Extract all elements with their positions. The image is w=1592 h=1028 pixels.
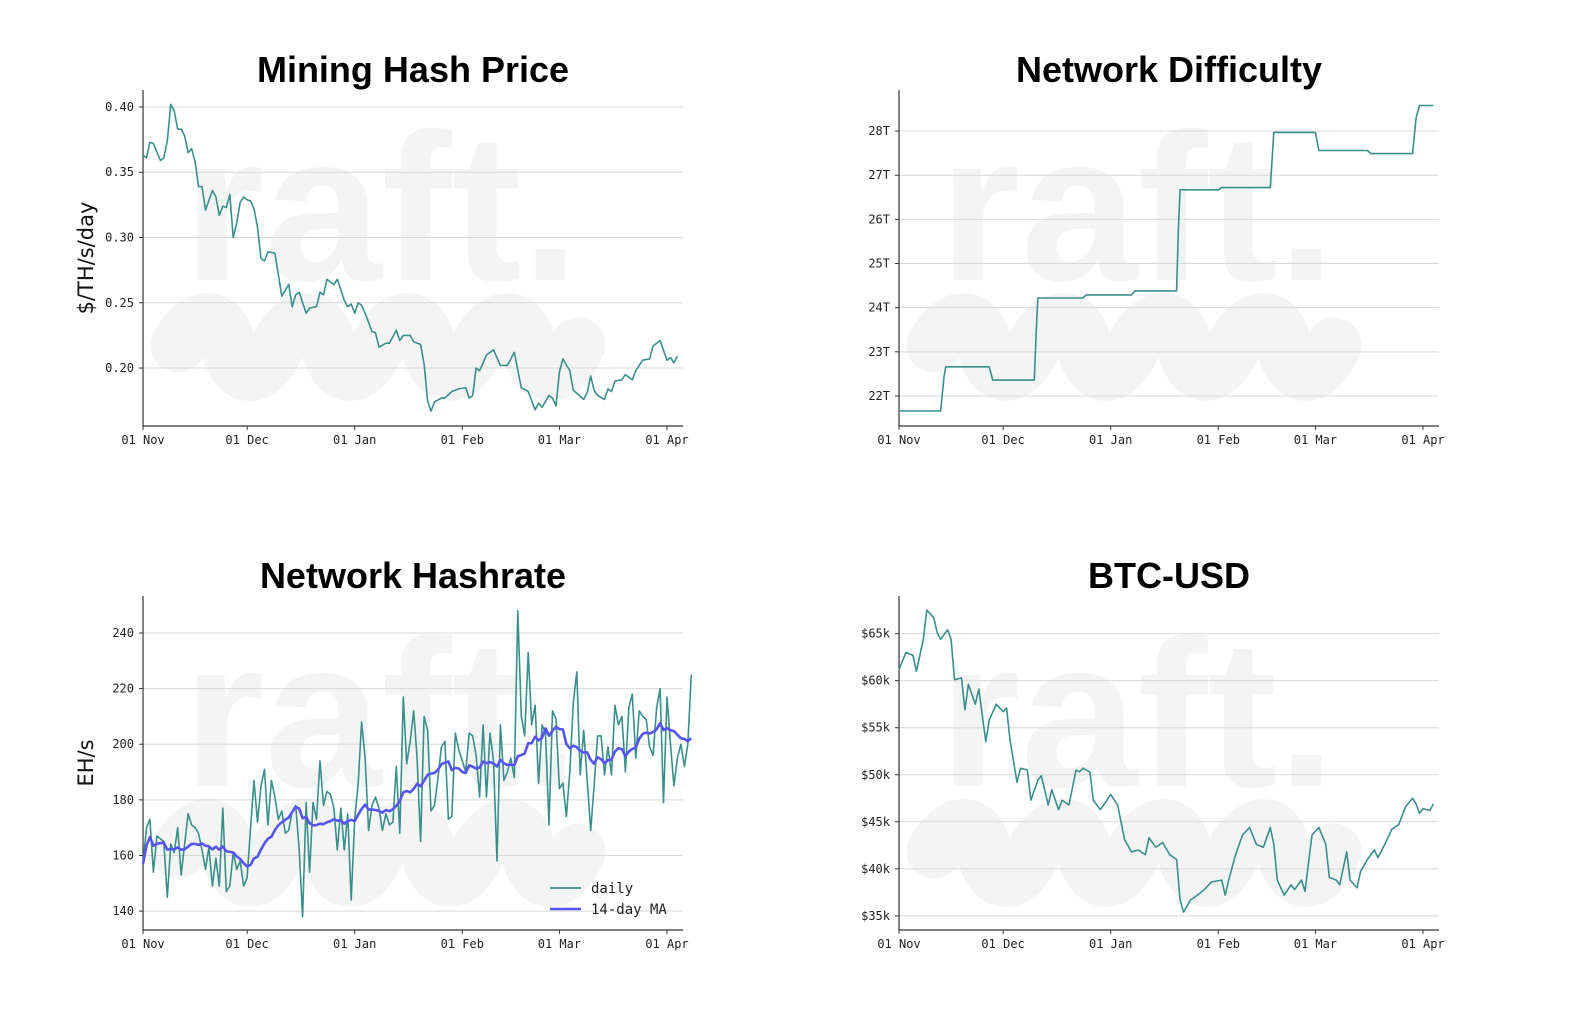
x-tick-label: 01 Apr (1401, 433, 1444, 447)
y-tick-label: 24T (868, 301, 890, 315)
watermark-logo-text: raft. (939, 596, 1336, 831)
y-tick-label: $60k (861, 674, 891, 688)
y-axis-label: $/TH/s/day (74, 202, 98, 315)
y-tick-label: $65k (861, 627, 891, 641)
y-tick-label: $35k (861, 909, 891, 923)
chart-title: Network Difficulty (1016, 49, 1322, 90)
x-tick-label: 01 Nov (121, 433, 164, 447)
x-tick-label: 01 Jan (333, 433, 376, 447)
x-tick-label: 01 Nov (877, 433, 920, 447)
series-line-difficulty (899, 104, 1434, 412)
x-tick-label: 01 Feb (441, 937, 484, 951)
series-line-daily (142, 609, 693, 918)
y-tick-label: 220 (112, 682, 134, 696)
x-tick-label: 01 Mar (538, 433, 581, 447)
y-tick-label: $45k (861, 815, 891, 829)
x-tick-label: 01 Dec (981, 433, 1024, 447)
watermark-logo-text: raft. (939, 90, 1336, 325)
watermark-wave (150, 799, 606, 907)
y-tick-label: 160 (112, 848, 134, 862)
y-tick-label: 22T (868, 389, 890, 403)
legend-label: daily (591, 881, 633, 897)
y-tick-label: 0.35 (105, 165, 134, 179)
watermark-wave (906, 293, 1362, 401)
watermark-logo-text: raft. (183, 596, 580, 831)
x-tick-label: 01 Mar (1294, 937, 1337, 951)
y-tick-label: 140 (112, 904, 134, 918)
y-tick-label: 0.20 (105, 361, 134, 375)
x-tick-label: 01 Dec (225, 433, 268, 447)
y-tick-label: 240 (112, 626, 134, 640)
x-tick-label: 01 Nov (877, 937, 920, 951)
x-tick-label: 01 Apr (1401, 937, 1444, 951)
series-line-14-day-ma (141, 721, 693, 868)
legend-label: 14-day MA (591, 902, 667, 918)
y-axis-label: EH/s (74, 739, 98, 786)
chart-panel-3: raft.Network Hashrate 140 160 180 200 220 240 0… (74, 555, 693, 951)
x-tick-label: 01 Apr (645, 433, 688, 447)
x-tick-label: 01 Jan (333, 937, 376, 951)
y-tick-label: 200 (112, 737, 134, 751)
chart-title: Mining Hash Price (257, 49, 569, 90)
y-tick-label: 26T (868, 212, 890, 226)
x-tick-label: 01 Dec (981, 937, 1024, 951)
x-tick-label: 01 Dec (225, 937, 268, 951)
chart-panel-1: raft.Mining Hash Price 0.20 0.25 0.30 0.35 0.… (74, 49, 689, 447)
x-tick-label: 01 Feb (1197, 937, 1240, 951)
y-tick-label: 25T (868, 257, 890, 271)
legend: daily 14-day MA (550, 881, 667, 918)
watermark-wave (150, 293, 606, 401)
chart-title: BTC-USD (1088, 555, 1250, 596)
y-tick-label: 27T (868, 168, 890, 182)
y-tick-label: 0.30 (105, 231, 134, 245)
x-tick-label: 01 Jan (1089, 937, 1132, 951)
x-tick-label: 01 Jan (1089, 433, 1132, 447)
series-line-btc-usd (898, 609, 1435, 913)
y-tick-label: 23T (868, 345, 890, 359)
y-tick-label: 0.25 (105, 296, 134, 310)
x-tick-label: 01 Apr (645, 937, 688, 951)
x-tick-label: 01 Feb (441, 433, 484, 447)
watermark-logo-text: raft. (183, 90, 580, 325)
y-tick-label: 180 (112, 793, 134, 807)
y-tick-label: $40k (861, 862, 891, 876)
chart-panel-4: raft.BTC-USD $35k $40k $45k $50k $55k $60k $65k… (861, 555, 1445, 951)
y-tick-label: 0.40 (105, 100, 134, 114)
y-tick-label: $50k (861, 768, 891, 782)
series-line-hash-price (142, 103, 679, 412)
x-tick-label: 01 Mar (1294, 433, 1337, 447)
x-tick-label: 01 Mar (538, 937, 581, 951)
chart-title: Network Hashrate (260, 555, 566, 596)
x-tick-label: 01 Feb (1197, 433, 1240, 447)
y-tick-label: 28T (868, 124, 890, 138)
y-tick-label: $55k (861, 721, 891, 735)
chart-panel-2: raft.Network Difficulty 22T 23T 24T 25T 26T 27… (868, 49, 1444, 447)
x-tick-label: 01 Nov (121, 937, 164, 951)
